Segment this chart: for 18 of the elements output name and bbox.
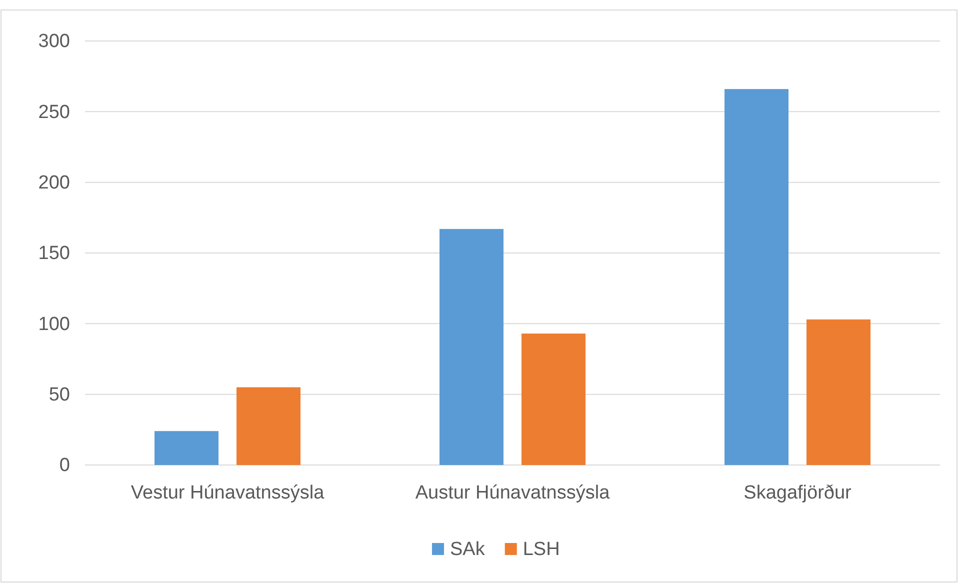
y-tick-label: 150 — [38, 243, 70, 264]
x-tick-label: Vestur Húnavatnssýsla — [130, 482, 325, 504]
bar — [440, 228, 504, 465]
y-tick-label: 300 — [38, 31, 70, 52]
legend-label: LSH — [522, 539, 560, 560]
bar — [154, 431, 218, 465]
y-tick-label: 0 — [59, 455, 70, 476]
x-tick-label: Skagafjörður — [744, 482, 852, 504]
legend-label: SAk — [450, 539, 486, 560]
bar — [806, 319, 870, 465]
bar — [522, 334, 586, 465]
x-tick-label: Austur Húnavatnssýsla — [415, 482, 610, 504]
bar — [236, 387, 300, 465]
y-tick-label: 200 — [38, 172, 70, 194]
y-tick-label: 50 — [48, 384, 70, 406]
bar — [724, 89, 788, 465]
y-tick-label: 100 — [38, 314, 70, 335]
y-tick-label: 250 — [38, 102, 70, 123]
